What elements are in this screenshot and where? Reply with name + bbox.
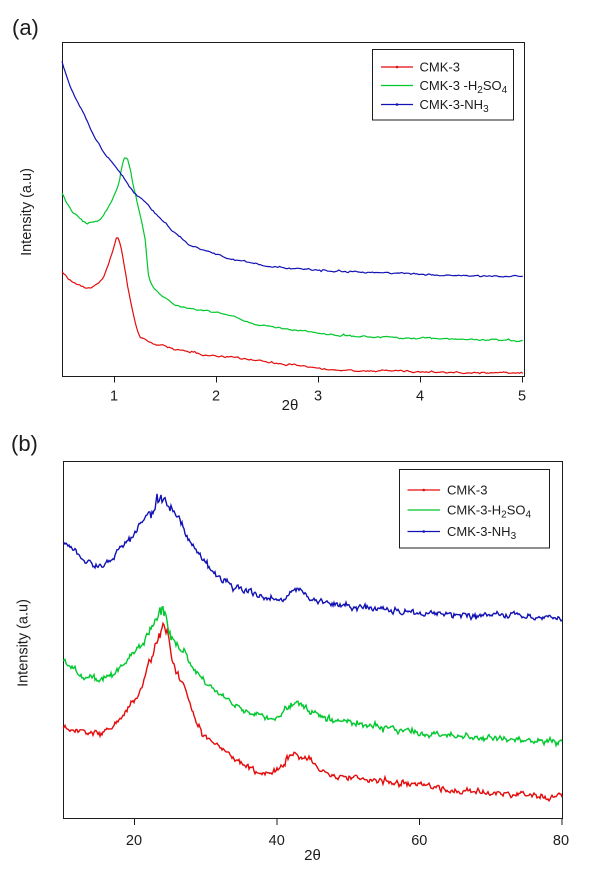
svg-text:3: 3: [314, 389, 322, 405]
svg-text:CMK-3: CMK-3: [447, 483, 487, 498]
svg-text:60: 60: [411, 833, 427, 849]
svg-text:CMK-3-H2SO4: CMK-3-H2SO4: [447, 503, 532, 521]
svg-text:80: 80: [553, 833, 569, 849]
svg-text:20: 20: [126, 833, 142, 849]
svg-text:5: 5: [518, 389, 526, 405]
svg-text:40: 40: [269, 833, 285, 849]
svg-text:CMK-3: CMK-3: [420, 60, 460, 75]
svg-text:CMK-3 -H2SO4: CMK-3 -H2SO4: [420, 78, 508, 96]
svg-text:2θ: 2θ: [304, 847, 321, 864]
svg-text:4: 4: [416, 389, 424, 405]
svg-text:Intensity (a.u): Intensity (a.u): [19, 168, 35, 256]
svg-text:(a): (a): [12, 15, 39, 40]
svg-text:(b): (b): [11, 431, 38, 456]
svg-text:CMK-3-NH3: CMK-3-NH3: [447, 524, 517, 542]
svg-text:CMK-3-NH3: CMK-3-NH3: [420, 97, 490, 115]
svg-text:Intensity (a.u): Intensity (a.u): [16, 599, 32, 687]
svg-text:2: 2: [212, 389, 220, 405]
svg-text:2θ: 2θ: [282, 397, 299, 414]
svg-text:1: 1: [110, 389, 118, 405]
